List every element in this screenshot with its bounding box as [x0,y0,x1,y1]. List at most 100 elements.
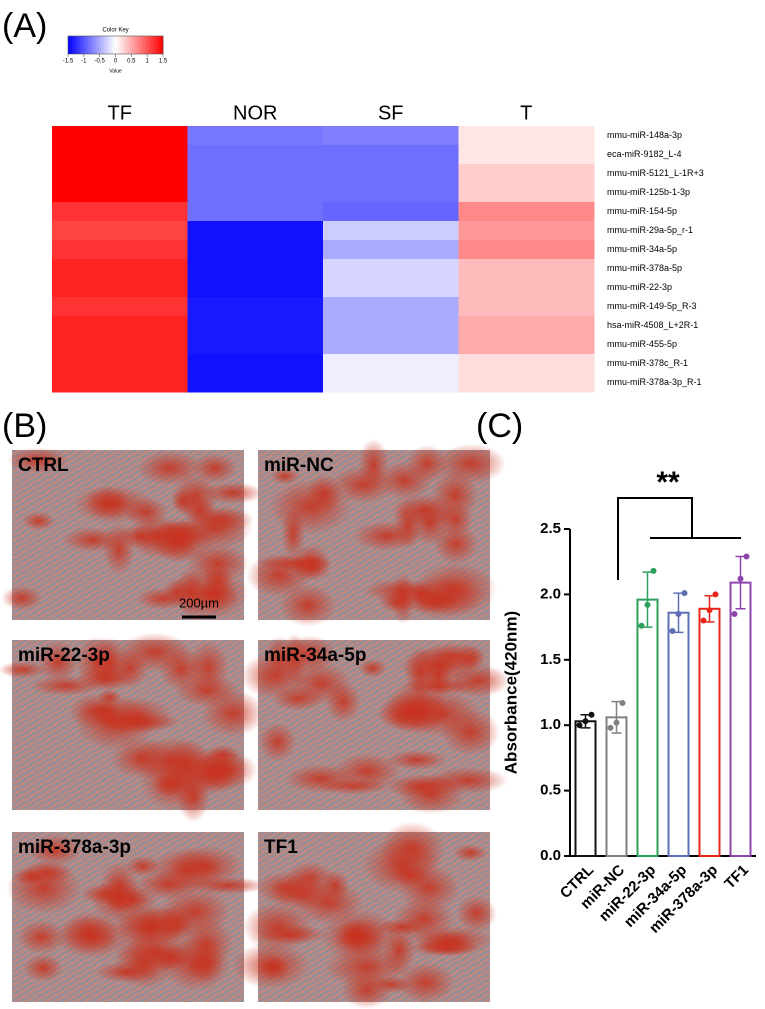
data-point [638,622,645,629]
color-key-tick-label: 0.5 [127,59,136,65]
heatmap-cell [187,297,324,317]
heatmap-cell [52,221,188,241]
heatmap-cell [458,373,595,393]
heatmap-cell [323,240,459,260]
color-key-step [157,36,160,54]
color-key-step [79,36,83,54]
color-key-step [73,36,77,54]
heatmap-cell [187,240,324,260]
stain [6,862,82,915]
heatmap-cell [52,354,188,374]
row-label: hsa-miR-4508_L+2R-1 [607,320,698,330]
stain [76,665,136,691]
heatmap-cell [52,145,188,165]
color-key-step [127,36,130,54]
heatmap-cell [458,297,595,317]
color-key-step [87,36,91,54]
stain [284,764,358,793]
color-key-step [107,36,110,54]
heatmap-cell [323,316,459,336]
color-key-step [85,36,89,54]
y-axis-label: Absorbance(420nm) [501,611,520,774]
row-label: mmu-miR-5121_L-1R+3 [607,168,704,178]
stain [270,468,300,485]
stain [240,652,310,699]
heatmap-cell [187,278,324,298]
heatmap-cell [323,297,459,317]
data-point [706,607,713,614]
color-key-step [143,36,146,54]
micrograph-label: TF1 [264,837,298,858]
row-label: eca-miR-9182_L-4 [607,149,682,159]
color-key-tick-label: 1.5 [159,59,168,65]
stain [37,640,79,683]
color-key-step [83,36,87,54]
color-key-tick-label: -1.5 [63,59,74,65]
color-key-step [111,36,114,54]
color-key-step [69,36,73,54]
column-label: SF [378,102,404,124]
stain [376,698,434,731]
color-key-step [137,36,140,54]
color-key-tick-label: -1 [81,59,87,65]
heatmap-cell [458,259,595,279]
stain [340,922,368,950]
data-point [644,601,651,608]
stain [268,478,352,535]
color-key-step [147,36,150,54]
color-key-step [101,36,105,54]
color-key-step [125,36,128,54]
heatmap-cell [52,183,188,203]
color-key-step [91,36,95,54]
color-key-step [153,36,156,54]
color-key-step [77,36,81,54]
data-point [576,722,583,729]
data-point [737,575,744,582]
stain [159,646,204,692]
data-point [675,611,682,618]
heatmap-cell [52,316,188,336]
color-key-step [135,36,138,54]
heatmap-cell [458,202,595,222]
color-key-step [109,36,112,54]
color-key-step [131,36,134,54]
color-key-step [139,36,142,54]
stain [396,962,455,1004]
stain [417,642,488,672]
heatmap-cell [323,202,459,222]
stain [456,895,497,932]
column-label: T [520,102,532,124]
data-point [582,718,589,725]
heatmap-cell [458,164,595,184]
stain [330,466,395,504]
heatmap-cell [187,259,324,279]
stain [80,883,129,905]
micrograph-label: miR-22-3p [18,645,110,666]
color-key-step [145,36,148,54]
panel-label: (C) [476,407,523,445]
stain [398,774,465,815]
stain [378,591,415,613]
color-key-xlabel: Value [109,68,122,74]
stain [0,661,47,679]
row-label: mmu-miR-154-5p [607,206,677,216]
heatmap-cell [458,221,595,241]
heatmap-cell [187,183,324,203]
stain [137,450,203,486]
data-point [588,711,595,718]
stain [191,453,238,484]
stain [150,848,223,892]
panel-label: (A) [2,7,47,45]
heatmap-cell [458,278,595,298]
color-key-step [97,36,101,54]
color-key-step [105,36,108,54]
color-key-step [119,36,122,54]
color-key-step [81,36,85,54]
heatmap-cell [187,202,324,222]
color-key-step [159,36,162,54]
heatmap-cell [52,164,188,184]
stain [361,837,442,894]
color-key-step [161,36,164,54]
color-key-step [115,36,118,54]
